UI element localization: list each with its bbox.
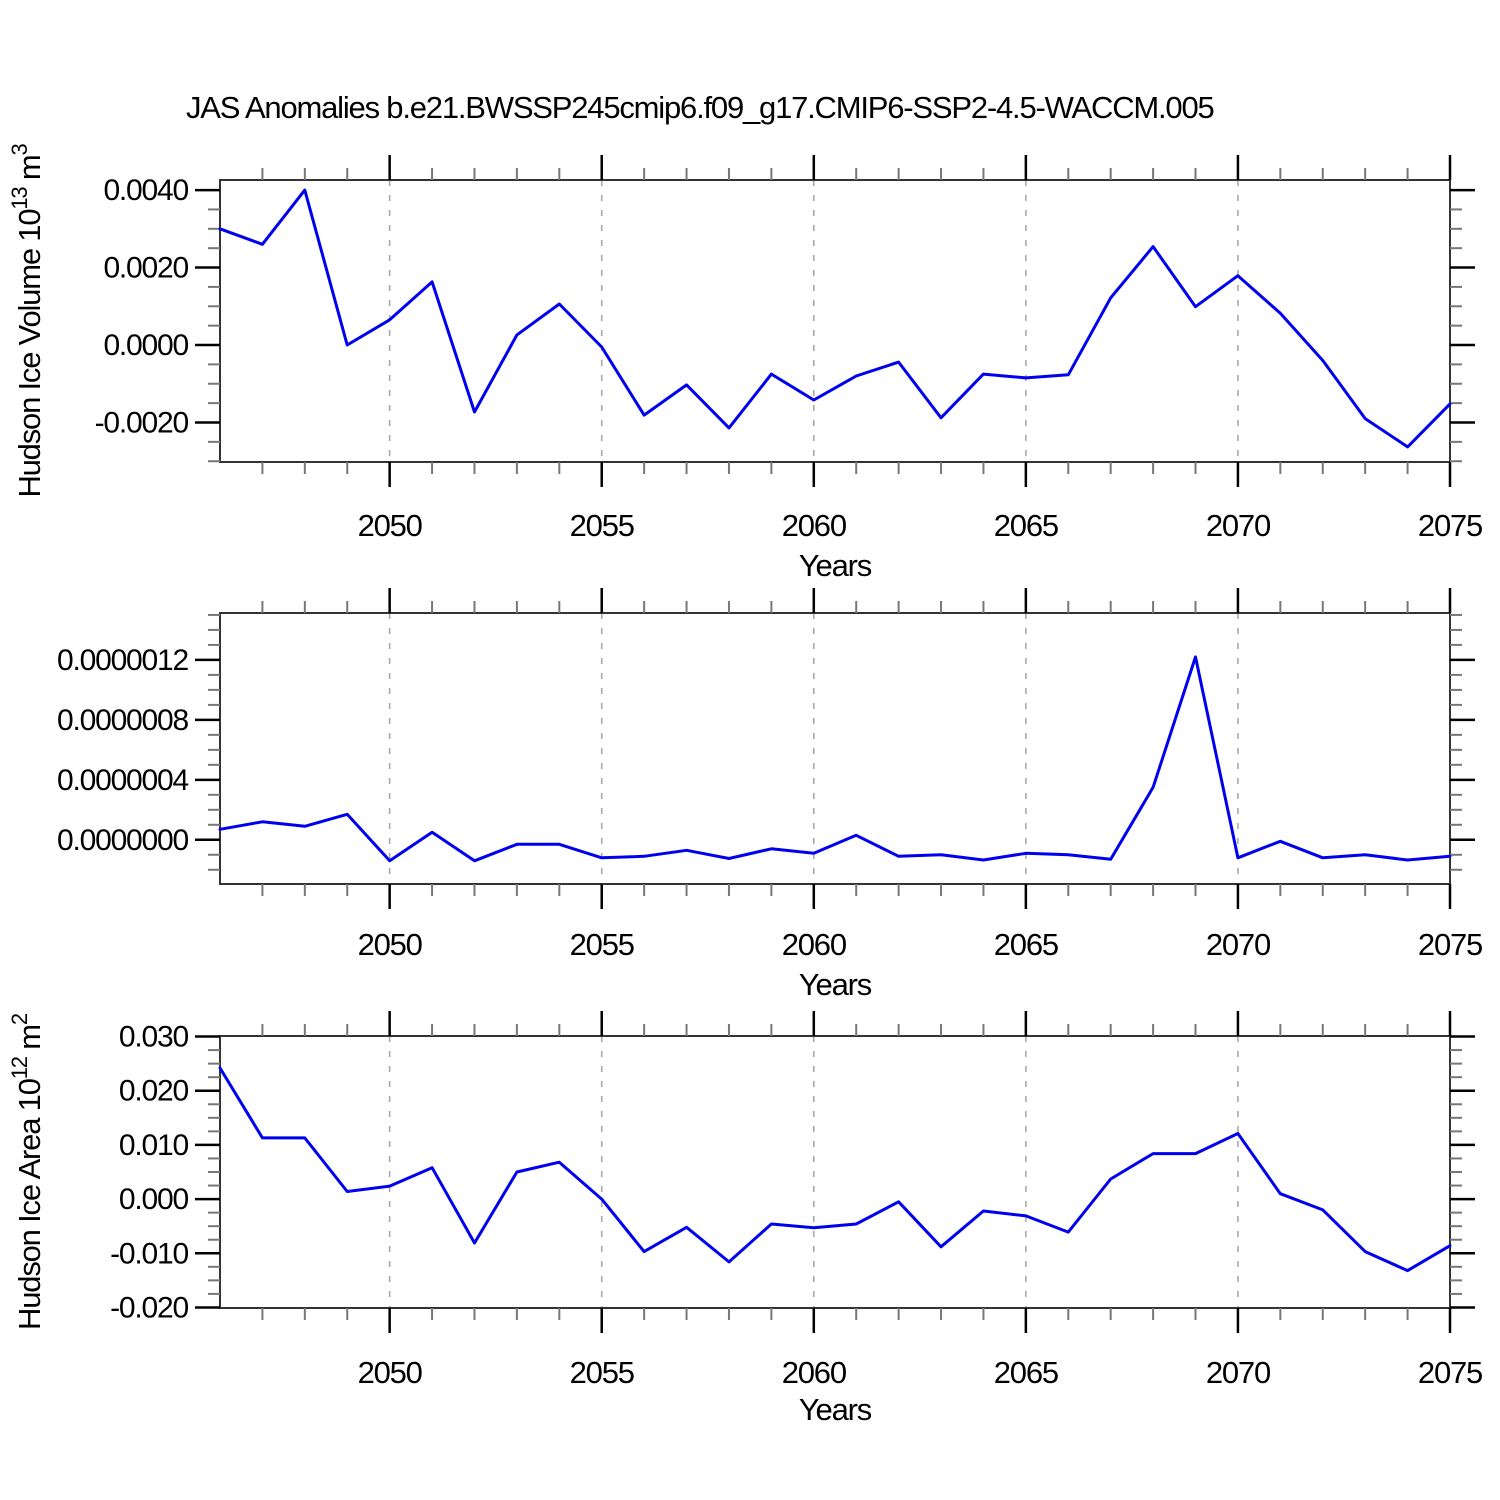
y-tick-label: 0.0000012: [57, 644, 189, 677]
x-tick-label: 2050: [358, 508, 423, 543]
y-tick-label: -0.010: [110, 1237, 188, 1270]
x-tick-label: 2050: [358, 1355, 423, 1390]
x-axis-title: Years: [799, 1392, 872, 1427]
x-tick-label: 2065: [994, 927, 1058, 962]
x-tick-label: 2055: [570, 927, 634, 962]
x-tick-label: 2050: [358, 927, 423, 962]
x-tick-label: 2060: [782, 508, 847, 543]
data-line-series: [218, 655, 1452, 863]
x-tick-label: 2075: [1418, 508, 1482, 543]
y-tick-label: 0.010: [119, 1129, 189, 1162]
y-tick-label: -0.0020: [95, 406, 189, 439]
data-line-series: [218, 188, 1452, 449]
x-tick-label: 2075: [1418, 1355, 1482, 1390]
x-tick-label: 2060: [782, 1355, 847, 1390]
data-line-series: [218, 1066, 1452, 1273]
y-tick-label: 0.0040: [103, 174, 188, 207]
panel-1: 2050 2055 2060 2065 2070 2075 0.0040 0.0020 0.00…: [7, 143, 1483, 583]
panel-frame: [219, 179, 1451, 463]
x-tick-label: 2070: [1206, 508, 1271, 543]
y-tick-label: 0.030: [119, 1021, 189, 1054]
x-tick-label: 2055: [570, 1355, 634, 1390]
y-tick-label: 0.0000: [103, 329, 188, 362]
x-tick-label: 2070: [1206, 1355, 1271, 1390]
x-tick-label: 2060: [782, 927, 847, 962]
y-axis-title: Hudson Ice Volume 1013 m3: [7, 143, 47, 497]
panel-3: 2050 2055 2060 2065 2070 2075 0.030 0.020 0.010 0…: [7, 1011, 1483, 1427]
y-tick-label: 0.000: [119, 1183, 189, 1216]
y-tick-label: 0.0000000: [57, 824, 189, 857]
panel-frame: [219, 612, 1451, 885]
x-tick-label: 2055: [570, 508, 634, 543]
y-tick-label: 0.020: [119, 1075, 189, 1108]
y-tick-label: 0.0020: [103, 252, 188, 285]
panel-2: 2050 2055 2060 2065 2070 2075 0.0000012 0.00000…: [57, 588, 1483, 1002]
y-axis-title: Hudson Ice Area 1012 m2: [7, 1013, 47, 1330]
y-tick-label: 0.0000004: [57, 764, 189, 797]
panels-group: 2050 2055 2060 2065 2070 2075 0.0040 0.0020 0.00…: [7, 143, 1483, 1427]
x-tick-label: 2075: [1418, 927, 1482, 962]
y-tick-label: 0.0000008: [57, 704, 189, 737]
x-tick-label: 2065: [994, 1355, 1058, 1390]
y-tick-label: -0.020: [110, 1291, 188, 1324]
x-tick-label: 2070: [1206, 927, 1271, 962]
chart-title: JAS Anomalies b.e21.BWSSP245cmip6.f09_g1…: [186, 90, 1214, 125]
x-axis-title: Years: [799, 967, 872, 1002]
x-tick-label: 2065: [994, 508, 1058, 543]
x-axis-title: Years: [799, 548, 872, 583]
